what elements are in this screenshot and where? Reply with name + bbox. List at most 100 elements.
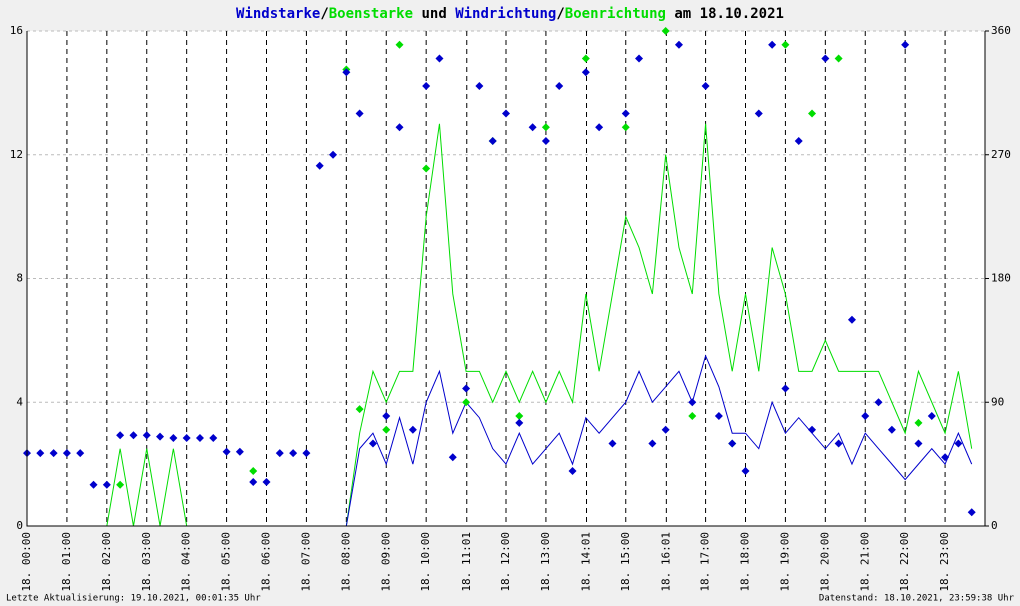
direction-point [674, 40, 683, 49]
title-part: / [320, 6, 328, 22]
direction-point [182, 434, 191, 442]
direction-point [222, 447, 231, 456]
x-tick-label: 18. 09:00 [379, 532, 392, 592]
x-tick-label: 18. 07:00 [299, 532, 312, 592]
x-tick-label: 18. 01:00 [60, 532, 73, 592]
direction-point [581, 68, 590, 77]
direction-point [289, 449, 298, 458]
direction-point [808, 425, 817, 434]
y2-tick-label: 90 [991, 395, 1004, 408]
axes [26, 31, 986, 527]
x-tick-label: 18. 05:00 [220, 532, 233, 592]
direction-point [901, 40, 910, 49]
x-tick-label: 18. 02:00 [100, 532, 113, 592]
x-tick-label: 18. 18:00 [739, 532, 752, 592]
direction-point [555, 82, 564, 90]
direction-point [927, 412, 936, 420]
x-tick-label: 18. 12:00 [499, 532, 512, 592]
footer-right: Datenstand: 18.10.2021, 23:59:38 Uhr [819, 594, 1015, 604]
direction-point [621, 123, 630, 132]
direction-point [954, 439, 963, 448]
direction-point [36, 449, 45, 458]
direction-point [661, 27, 670, 35]
x-tick-label: 18. 13:00 [539, 532, 552, 592]
x-tick-label: 18. 08:00 [339, 532, 352, 592]
title-part: / [556, 6, 564, 22]
title-part: Windrichtung [455, 6, 556, 22]
direction-point [688, 412, 697, 420]
direction-point [235, 447, 244, 456]
direction-point [302, 449, 311, 458]
direction-point [102, 480, 111, 489]
x-tick-label: 18. 23:00 [938, 532, 951, 592]
direction-point [581, 54, 590, 63]
direction-point [541, 123, 550, 132]
x-tick-label: 18. 15:00 [619, 532, 632, 592]
x-tick-label: 18. 20:00 [818, 532, 831, 592]
direction-point [847, 315, 856, 324]
y-tick-label: 8 [16, 272, 23, 285]
direction-point [887, 425, 896, 434]
x-tick-label: 18. 06:00 [260, 532, 273, 592]
x-tick-label: 18. 04:00 [180, 532, 193, 592]
direction-point [395, 123, 404, 132]
x-tick-label: 18. 16:01 [659, 532, 672, 592]
direction-point [608, 439, 617, 448]
direction-point [754, 109, 763, 118]
y-tick-label: 16 [10, 24, 23, 37]
direction-point [62, 449, 71, 458]
direction-point [635, 54, 644, 63]
direction-point [422, 164, 431, 173]
direction-point [368, 439, 377, 448]
x-tick-label: 18. 14:01 [580, 532, 593, 592]
direction-point [382, 412, 391, 420]
direction-point [502, 109, 510, 118]
direction-point [648, 439, 657, 448]
direction-point [808, 109, 817, 118]
direction-point [195, 434, 204, 442]
x-tick-label: 18. 11:01 [460, 532, 473, 592]
direction-point [89, 480, 98, 489]
direction-point [515, 418, 524, 427]
title-part: am 18.10.2021 [666, 6, 784, 22]
direction-point [741, 467, 750, 475]
y-tick-label: 4 [16, 395, 23, 408]
direction-point [941, 453, 950, 462]
x-tick-label: 18. 10:00 [419, 532, 432, 592]
direction-point [528, 123, 537, 132]
direction-point [116, 431, 125, 440]
series-line [27, 123, 973, 527]
direction-point [49, 449, 58, 458]
direction-point [275, 449, 284, 458]
direction-point [249, 467, 258, 475]
direction-point [382, 425, 391, 434]
direction-point [595, 123, 604, 132]
direction-point [834, 439, 843, 448]
direction-point [462, 398, 471, 407]
x-tick-label: 18. 21:00 [858, 532, 871, 592]
direction-point [448, 453, 457, 462]
direction-point [262, 478, 271, 486]
direction-point [794, 137, 803, 145]
direction-point [355, 405, 364, 414]
x-tick-label: 18. 00:00 [20, 532, 33, 592]
direction-point [156, 432, 165, 441]
direction-point [342, 68, 351, 77]
direction-point [395, 40, 404, 49]
direction-point [488, 137, 497, 145]
x-tick-label: 18. 22:00 [898, 532, 911, 592]
x-tick-label: 18. 19:00 [778, 532, 791, 592]
direction-point [142, 431, 151, 440]
direction-point [914, 418, 923, 427]
x-tick-label: 18. 17:00 [699, 532, 712, 592]
direction-point [541, 137, 550, 145]
direction-point [688, 398, 697, 407]
direction-point [76, 449, 85, 458]
y2-tick-label: 360 [991, 24, 1011, 37]
direction-point [249, 478, 258, 486]
direction-point [874, 398, 883, 407]
y-tick-label: 0 [16, 519, 23, 532]
direction-point [329, 150, 338, 159]
direction-point [967, 508, 976, 517]
